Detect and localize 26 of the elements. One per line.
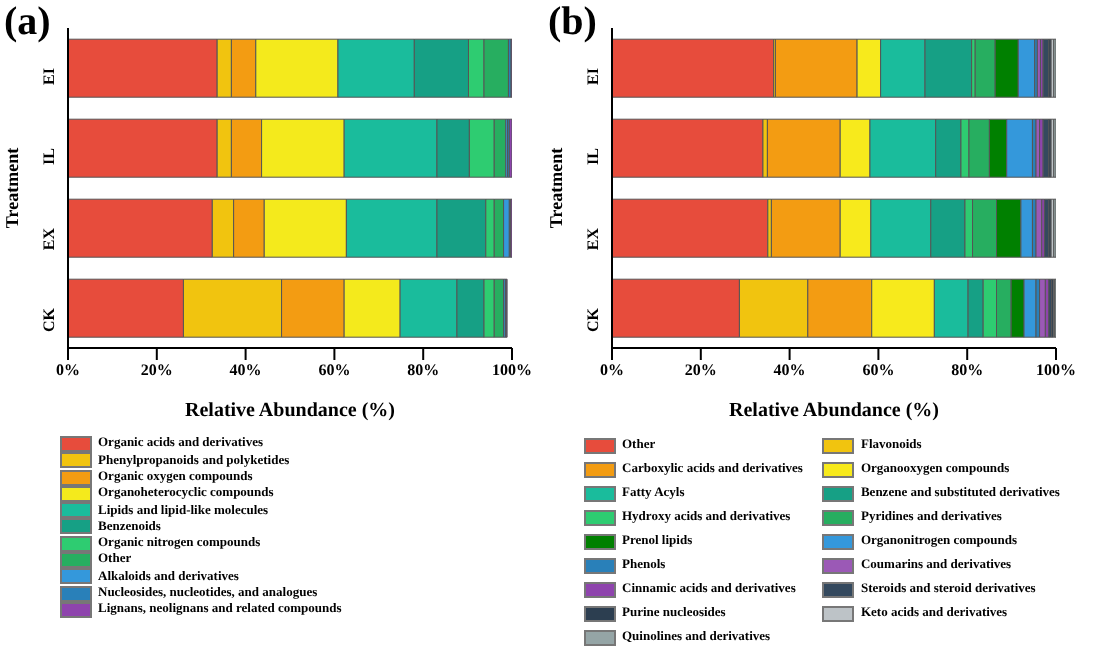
x-tick-label: 100% (1036, 361, 1076, 380)
x-tick-label: 0% (56, 361, 80, 380)
x-tick-label: 40% (773, 361, 806, 380)
x-tick-label: 20% (140, 361, 173, 380)
y-tick-label: EI (583, 68, 602, 85)
chart-title: (b) (548, 0, 597, 46)
x-tick-label: 100% (492, 361, 532, 380)
x-tick-label: 60% (318, 361, 351, 380)
x-tick-label: 40% (229, 361, 262, 380)
y-tick-label: CK (39, 306, 58, 332)
y-tick-label: EX (39, 227, 58, 251)
x-axis-title: Relative Abundance (%) (729, 400, 939, 422)
y-tick-label: EI (39, 68, 58, 85)
y-tick-label: CK (583, 306, 602, 332)
y-tick-label: IL (39, 148, 58, 165)
x-tick-label: 80% (951, 361, 984, 380)
x-tick-label: 20% (684, 361, 717, 380)
y-axis-title: Treatment (546, 147, 567, 229)
x-tick-label: 0% (600, 361, 624, 380)
y-tick-label: IL (583, 148, 602, 165)
x-axis-title: Relative Abundance (%) (185, 400, 395, 422)
x-tick-label: 80% (407, 361, 440, 380)
y-tick-label: EX (583, 227, 602, 251)
y-axis-title: Treatment (2, 147, 23, 229)
chart-title: (a) (4, 0, 51, 46)
x-tick-label: 60% (862, 361, 895, 380)
